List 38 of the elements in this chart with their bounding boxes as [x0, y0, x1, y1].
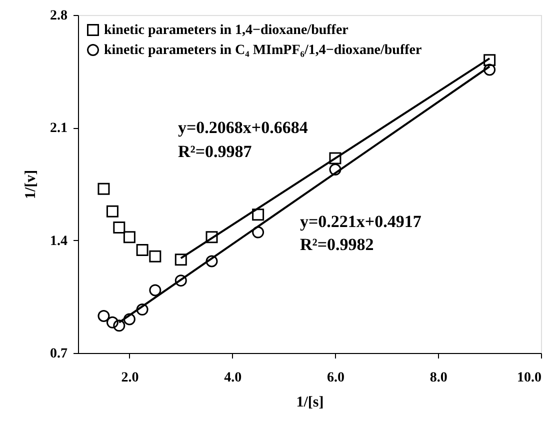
point — [252, 226, 264, 238]
x-tick-label: 4.0 — [224, 370, 242, 386]
point — [174, 274, 187, 287]
point — [113, 320, 126, 332]
point — [113, 221, 126, 234]
legend-label: kinetic parameters in C₄ MImPF₆/1,4−dioxane/buffer — [104, 43, 422, 58]
point — [136, 304, 148, 316]
y-tick-label: 0.7 — [50, 346, 68, 362]
point — [149, 284, 162, 296]
legend-label: kinetic parameters in 1,4−dioxane/buffer — [104, 23, 348, 38]
x-axis-title: 1/[s] — [296, 394, 324, 410]
annotation: y=0.2068x+0.6684 — [178, 118, 308, 137]
point — [174, 254, 187, 266]
point — [206, 255, 218, 268]
annotation: R²=0.9982 — [300, 235, 374, 254]
y-tick-label: 2.8 — [50, 8, 68, 24]
point — [123, 313, 136, 326]
x-tick-label: 2.0 — [121, 370, 139, 386]
point — [149, 250, 162, 262]
point — [98, 310, 110, 322]
x-tick-label: 8.0 — [430, 370, 448, 386]
y-tick-label: 2.1 — [50, 121, 68, 136]
point — [252, 208, 264, 221]
point — [206, 231, 218, 244]
point — [123, 231, 136, 244]
x-tick-label: 10.0 — [517, 370, 542, 386]
x-tick-label: 6.0 — [326, 370, 344, 386]
point — [106, 205, 118, 218]
y-tick-label: 1.4 — [50, 234, 68, 249]
point — [329, 152, 342, 164]
point — [484, 54, 496, 66]
point — [329, 164, 342, 176]
annotation: R²=0.9987 — [178, 142, 252, 161]
point — [484, 64, 496, 76]
point — [136, 244, 148, 256]
annotation: y=0.221x+0.4917 — [300, 212, 422, 231]
y-axis-title: 1/[v] — [23, 170, 39, 200]
point — [98, 182, 110, 195]
